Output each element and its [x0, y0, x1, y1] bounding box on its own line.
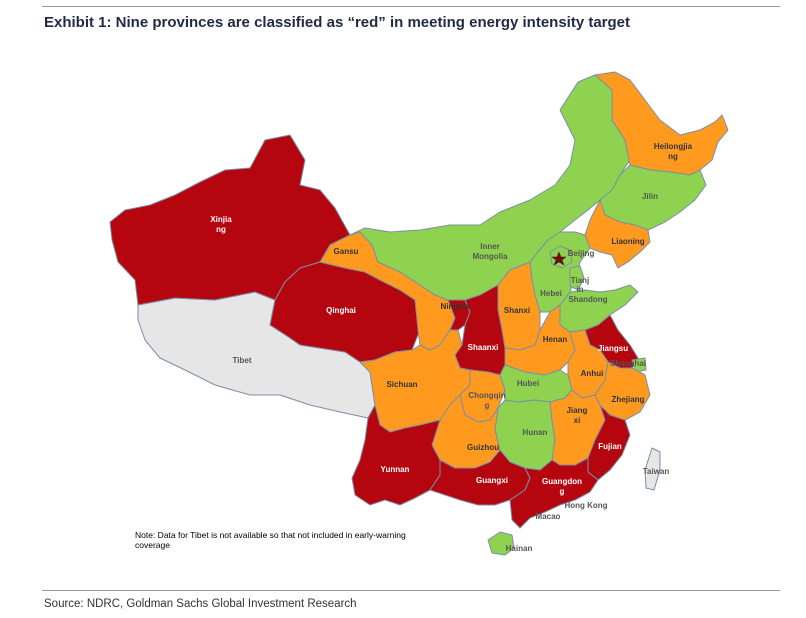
bottom-rule: [42, 590, 780, 591]
label-taiwan: Taiwan: [643, 467, 670, 476]
label-macao: Macao: [536, 512, 561, 521]
label-shanxi: Shanxi: [504, 306, 530, 315]
label-liaoning: Liaoning: [611, 237, 644, 246]
label-fujian: Fujian: [598, 442, 622, 451]
label-shanghai: Shanghai: [610, 359, 646, 368]
star-icon: [551, 251, 567, 266]
label-guangxi: Guangxi: [476, 476, 508, 485]
source-note: Source: NDRC, Goldman Sachs Global Inves…: [44, 598, 357, 610]
label-hebei: Hebei: [540, 289, 562, 298]
label-gansu: Gansu: [334, 247, 359, 256]
province-heilongjiang[interactable]: [594, 71, 729, 176]
province-inner-mongolia[interactable]: [349, 74, 631, 301]
label-qinghai: Qinghai: [326, 306, 356, 315]
label-beijing: Beijing: [568, 249, 595, 258]
top-rule: [42, 6, 780, 7]
label-hunan: Hunan: [523, 428, 548, 437]
province-fujian[interactable]: [587, 404, 631, 481]
label-ningxia: Ningxia: [441, 302, 470, 311]
label-shandong: Shandong: [568, 295, 607, 304]
province-guangdong[interactable]: [509, 457, 599, 529]
label-jiangsu: Jiangsu: [598, 344, 628, 353]
label-henan: Henan: [543, 335, 568, 344]
label-hubei: Hubei: [517, 379, 539, 388]
label-xinjiang: Xinjia ng: [210, 215, 232, 234]
label-sichuan: Sichuan: [386, 380, 417, 389]
label-inner-mongolia: Inner Mongolia: [472, 242, 508, 261]
label-tianjin: Tianj in: [571, 276, 590, 294]
label-hainan: Hainan: [506, 544, 533, 553]
province-hainan[interactable]: [487, 531, 515, 556]
label-zhejiang: Zhejiang: [612, 395, 645, 404]
label-guangdong: Guangdon g: [542, 477, 582, 496]
label-jilin: Jilin: [642, 192, 658, 201]
province-shanghai[interactable]: [631, 357, 647, 373]
label-hong-kong: Hong Kong: [564, 501, 607, 510]
label-guizhou: Guizhou: [467, 443, 499, 452]
exhibit-title: Exhibit 1: Nine provinces are classified…: [44, 14, 631, 31]
province-jilin[interactable]: [599, 164, 707, 231]
label-yunnan: Yunnan: [381, 465, 410, 474]
label-shaanxi: Shaanxi: [468, 343, 499, 352]
province-tianjin[interactable]: [569, 265, 585, 291]
china-province-map: Xinjia ng Tibet Qinghai Gansu Inner Mongol…: [109, 71, 729, 556]
label-heilongjiang: Heilongjia ng: [654, 142, 693, 161]
map-note: Note: Data for Tibet is not available so…: [135, 530, 406, 550]
label-jiangxi: Jiang xi: [567, 406, 588, 425]
label-chongqing: Chongqin g: [468, 391, 505, 410]
label-tibet: Tibet: [233, 356, 252, 365]
label-anhui: Anhui: [581, 369, 604, 378]
province-taiwan[interactable]: [644, 447, 661, 491]
